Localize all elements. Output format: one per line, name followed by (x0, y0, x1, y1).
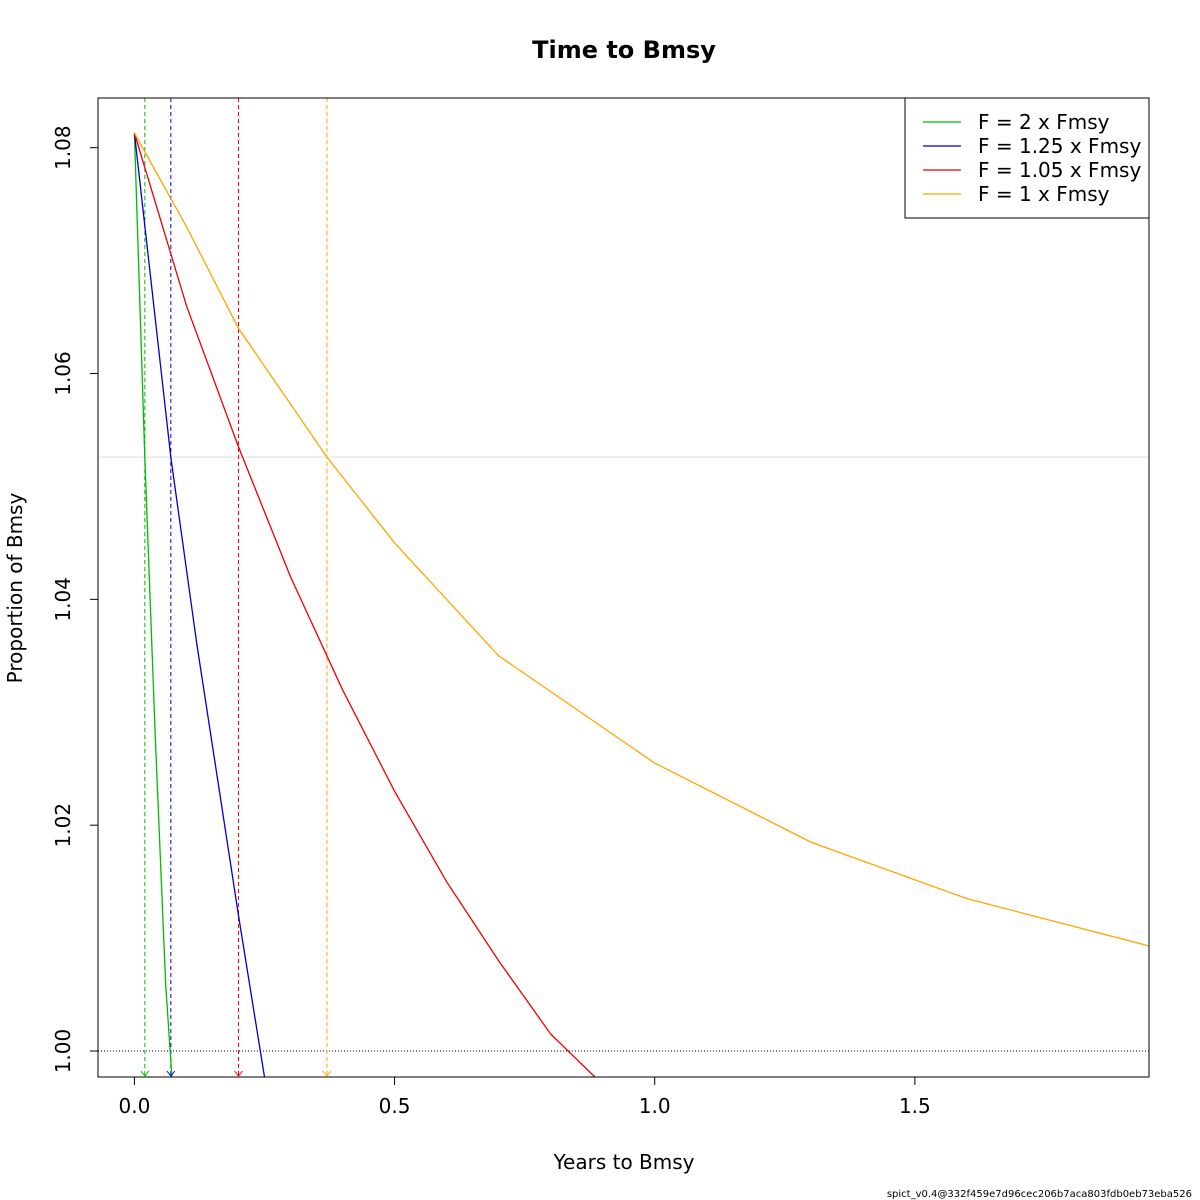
series-line-1 (133, 132, 266, 1077)
version-footer: spict_v0.4@332f459e7d96cec206b7aca803fdb… (887, 1189, 1192, 1200)
y-tick-label: 1.04 (51, 577, 75, 622)
legend-label-2: F = 1.05 x Fmsy (978, 158, 1141, 182)
legend-label-3: F = 1 x Fmsy (978, 182, 1110, 206)
y-tick-label: 1.00 (51, 1029, 75, 1074)
y-tick-label: 1.02 (51, 803, 75, 848)
x-axis-label: Years to Bmsy (552, 1150, 694, 1174)
legend-label-1: F = 1.25 x Fmsy (978, 134, 1141, 158)
series-line-3 (133, 132, 1149, 947)
x-tick-label: 0.0 (119, 1094, 151, 1118)
time-marker-arrow-0 (140, 1070, 150, 1077)
plot-frame (97, 97, 1150, 1078)
legend-box (904, 97, 1150, 219)
time-marker-arrow-1 (166, 1070, 176, 1077)
series-line-2 (133, 132, 596, 1077)
x-tick-label: 1.0 (639, 1094, 671, 1118)
x-tick-label: 0.5 (379, 1094, 411, 1118)
legend-label-0: F = 2 x Fmsy (978, 110, 1110, 134)
plot-area (98, 98, 1149, 1077)
x-axis: 0.0 0.5 1.0 1.5 (119, 1077, 931, 1118)
y-axis-label: Proportion of Bmsy (3, 493, 27, 684)
y-tick-label: 1.08 (51, 125, 75, 170)
time-marker-arrow-2 (234, 1070, 243, 1077)
series-line-0 (133, 132, 173, 1077)
y-tick-label: 1.06 (51, 351, 75, 396)
y-axis: 1.00 1.02 1.04 1.06 1.08 (51, 125, 98, 1073)
time-marker-arrow-3 (322, 1070, 332, 1077)
x-tick-label: 1.5 (899, 1094, 931, 1118)
chart-title: Time to Bmsy (532, 36, 716, 64)
